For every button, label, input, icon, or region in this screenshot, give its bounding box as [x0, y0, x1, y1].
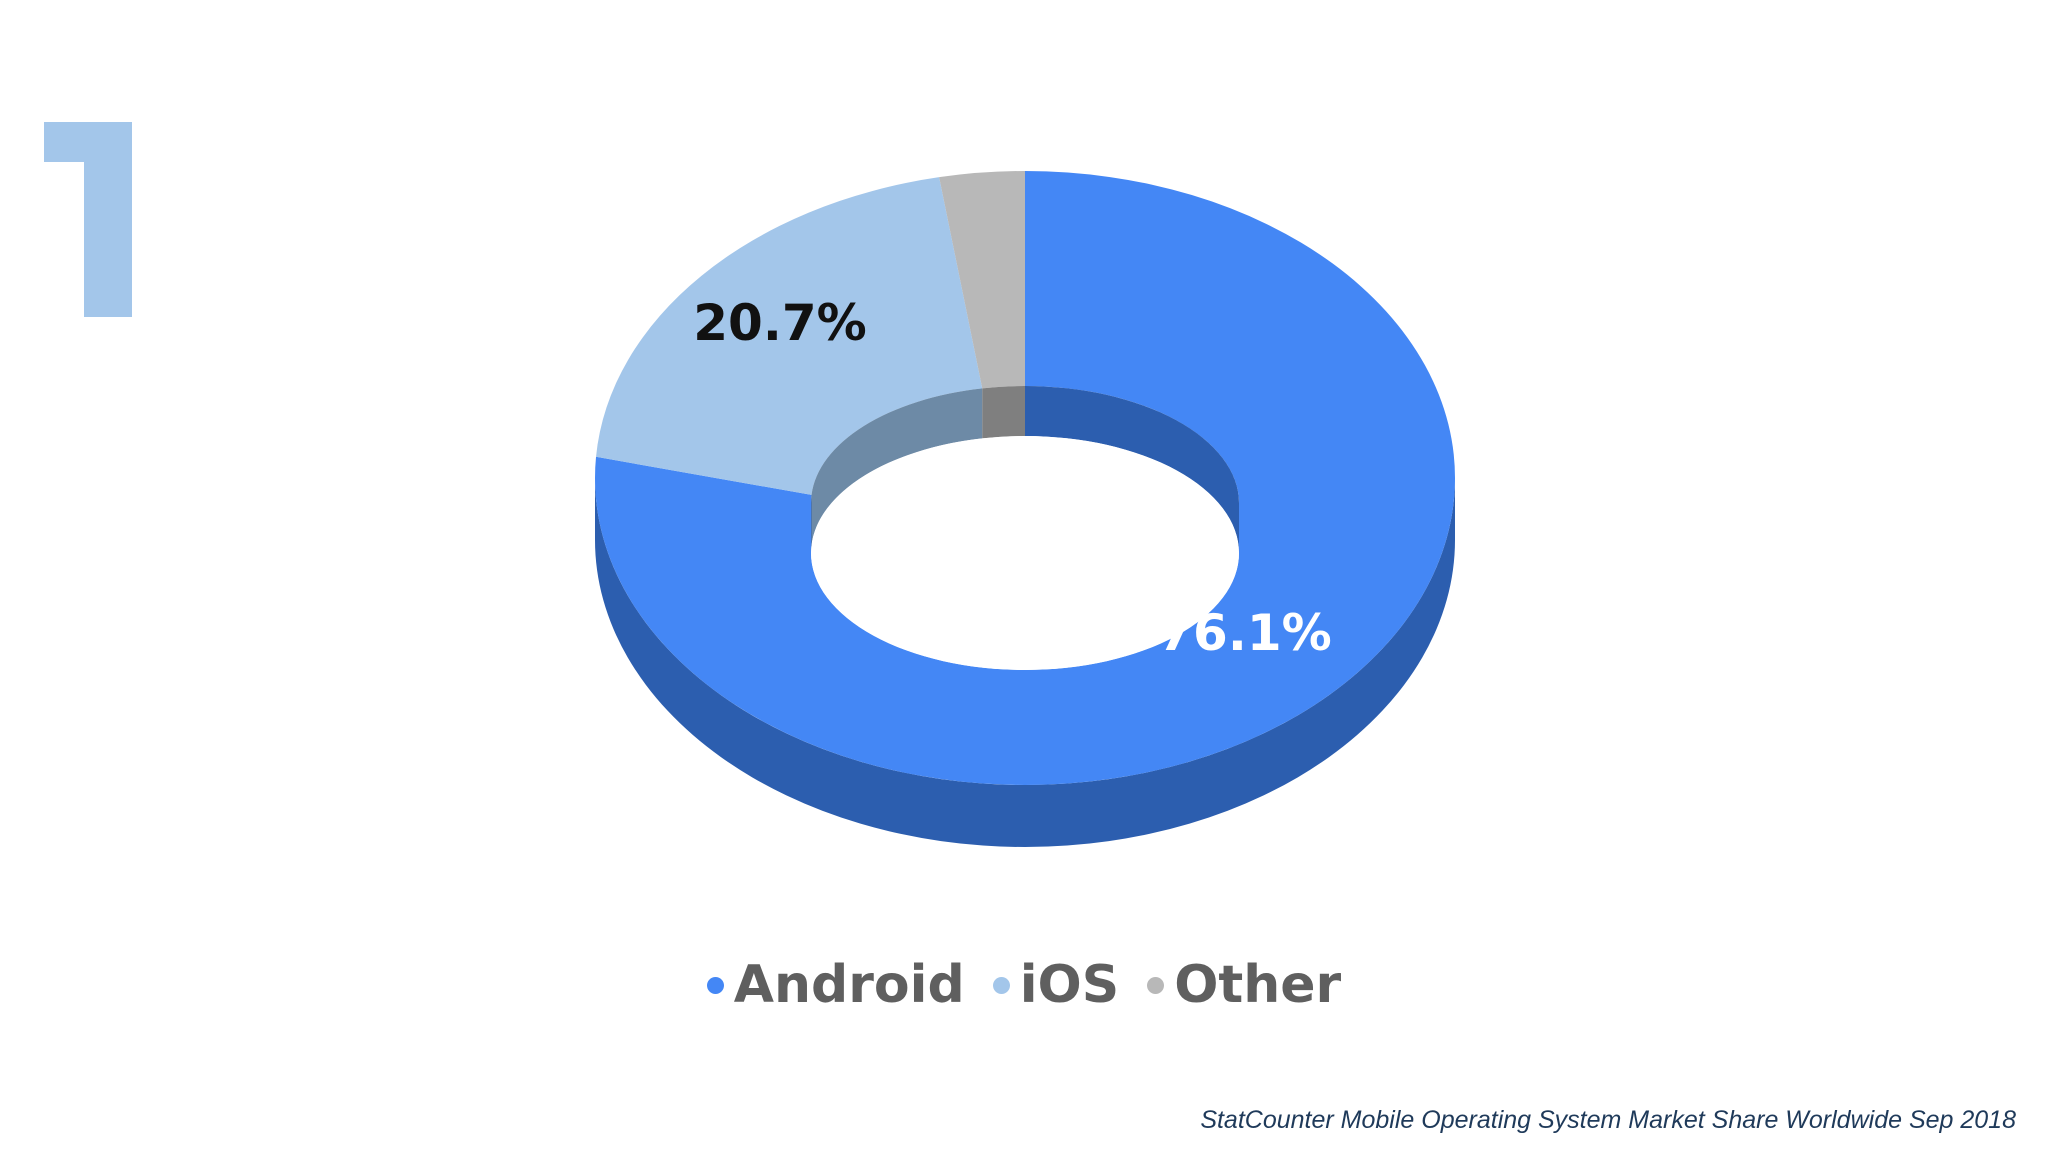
slice-android	[595, 170, 1456, 785]
source-note: StatCounter Mobile Operating System Mark…	[1200, 1106, 2016, 1134]
slice-inner-wall-android	[811, 494, 812, 553]
donut-hole-floor	[811, 436, 1239, 670]
legend-label-ios: iOS	[1019, 955, 1120, 1015]
slice-inner-wall-ios	[811, 388, 983, 545]
slide-number-glyph	[44, 122, 132, 317]
legend-dot-android	[706, 976, 724, 994]
legend-dot-ios	[992, 976, 1010, 994]
legend-label-other: Other	[1174, 955, 1342, 1015]
slice-side-android	[595, 478, 1455, 847]
legend-item-other: Other	[1147, 955, 1341, 1015]
slice-other	[939, 171, 1025, 389]
data-label-android: 76.1%	[1158, 604, 1331, 662]
data-label-ios: 20.7%	[693, 294, 866, 352]
legend-label-android: Android	[733, 955, 965, 1015]
slice-inner-wall-other	[982, 386, 1025, 439]
chart-legend: Android iOS Other	[0, 955, 2048, 1015]
legend-item-android: Android	[706, 955, 965, 1015]
legend-dot-other	[1147, 976, 1165, 994]
slice-ios	[596, 177, 983, 495]
legend-item-ios: iOS	[992, 955, 1120, 1015]
slide-number	[44, 122, 132, 317]
slice-inner-wall-android	[1025, 386, 1239, 553]
